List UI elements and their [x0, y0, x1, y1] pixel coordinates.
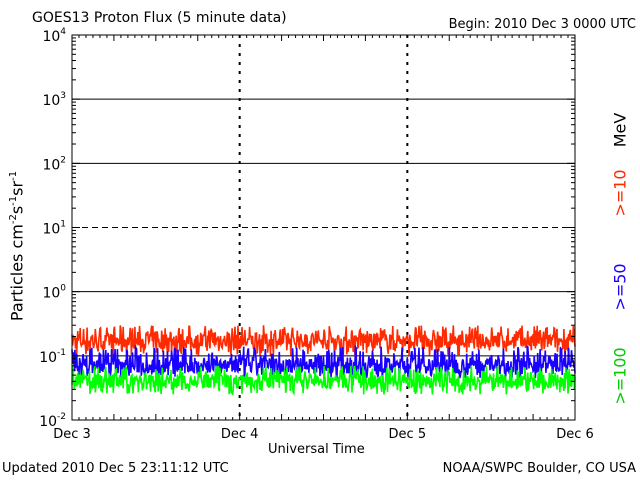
credit: NOAA/SWPC Boulder, CO USA: [442, 461, 636, 476]
y-tick-label: 104: [42, 27, 66, 45]
legend-unit: MeV: [610, 112, 630, 148]
series-line-1: [71, 325, 576, 356]
x-tick-label: Dec 5: [389, 427, 427, 442]
y-tick-label: 103: [42, 91, 66, 109]
legend-ge100: >=100: [610, 347, 630, 405]
y-tick-label: 100: [42, 284, 66, 302]
legend-ge10: >=10: [610, 169, 630, 217]
y-tick-label: 10-2: [39, 412, 66, 430]
y-tick-label: 102: [42, 155, 66, 173]
x-tick-label: Dec 6: [556, 427, 594, 442]
y-tick-label: 10-1: [39, 348, 66, 366]
legend-ge50: >=50: [610, 263, 630, 311]
updated-time: Updated 2010 Dec 5 23:11:12 UTC: [2, 461, 229, 476]
y-tick-label: 101: [42, 220, 66, 238]
y-axis-label: Particles cm-2s-1sr-1: [7, 170, 27, 322]
chart-title: GOES13 Proton Flux (5 minute data): [32, 10, 287, 26]
x-axis-label: Universal Time: [268, 442, 365, 457]
series-line-3: [71, 365, 576, 397]
begin-time: Begin: 2010 Dec 3 0000 UTC: [448, 17, 636, 32]
x-tick-label: Dec 4: [221, 427, 259, 442]
x-tick-label: Dec 3: [53, 427, 91, 442]
